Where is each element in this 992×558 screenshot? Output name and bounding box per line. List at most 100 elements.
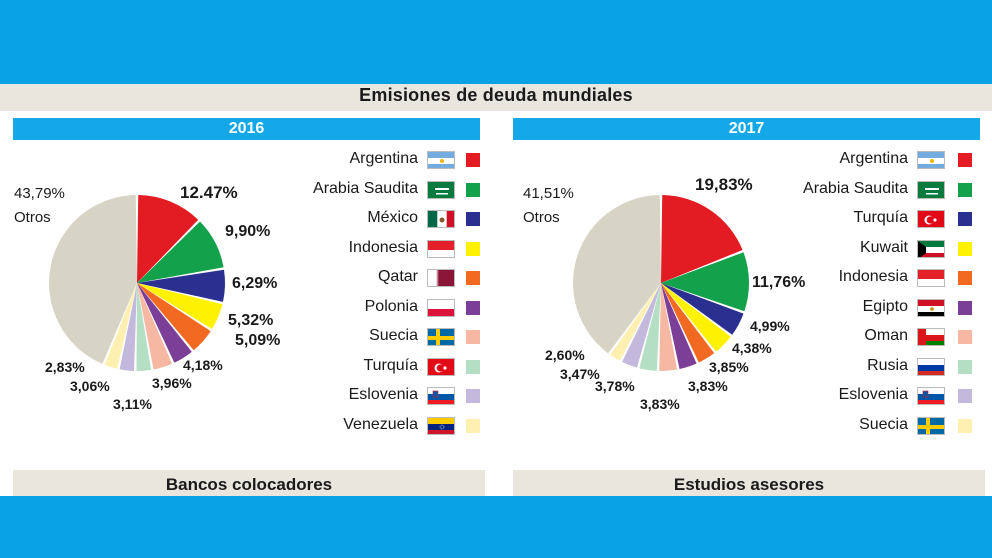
pie-slice-turquia	[661, 283, 744, 335]
pie-slice-argentina	[661, 195, 743, 283]
value-label-suecia: 3,96%	[152, 375, 192, 391]
slovenia-flag-icon	[427, 387, 455, 405]
pie-slice-arabia-saudita	[137, 221, 224, 283]
pie-slice-oman	[659, 283, 678, 371]
legend-item-qatar: Qatar	[0, 266, 992, 292]
pie-slice-argentina	[137, 195, 199, 283]
title-bar	[0, 84, 992, 111]
turkey-flag-icon	[427, 357, 455, 376]
value-label-eslovenia: 3,47%	[560, 366, 600, 382]
venezuela-flag-icon	[427, 416, 455, 435]
legend-swatch	[466, 389, 480, 403]
legend-swatch	[466, 330, 480, 344]
legend-item-suecia: Suecia	[0, 325, 992, 351]
main-title: Emisiones de deuda mundiales	[359, 85, 633, 105]
legend-label: Eslovenia	[348, 386, 418, 403]
value-label-turquia: 4,99%	[750, 318, 790, 334]
pie-slice-qatar	[137, 283, 211, 351]
bottom-section-left: Bancos colocadores	[13, 470, 485, 496]
legend-label: Arabia Saudita	[313, 179, 418, 197]
value-label-polonia: 4,18%	[183, 357, 223, 373]
oman-flag-icon	[917, 328, 945, 346]
legend-item-turquia: Turquía	[0, 207, 992, 233]
saudi-arabia-flag-icon	[917, 180, 945, 199]
saudi-arabia-flag-icon	[427, 180, 455, 199]
value-label-mexico: 6,29%	[232, 275, 277, 292]
legend-swatch	[466, 271, 480, 285]
kuwait-flag-icon	[917, 239, 945, 258]
legend-label: Rusia	[867, 356, 908, 374]
qatar-flag-icon	[427, 269, 455, 287]
pie-slice-suecia	[610, 283, 661, 361]
legend-item-turquia: Turquía	[0, 355, 992, 381]
legend-swatch	[466, 153, 480, 167]
mexico-flag-icon	[427, 210, 455, 228]
legend-item-arabia-saudita: Arabia Saudita	[0, 178, 992, 204]
value-label-indonesia: 3,85%	[709, 359, 749, 375]
legend-item-arabia-saudita: Arabia Saudita	[0, 178, 992, 204]
legend-item-argentina: Argentina	[0, 148, 992, 174]
value-label-qatar: 5,09%	[235, 332, 280, 349]
legend-label: Suecia	[859, 415, 908, 433]
legend-item-egipto: Egipto	[0, 296, 992, 322]
sweden-flag-icon	[917, 416, 945, 435]
year-header-2017: 2017	[513, 118, 980, 140]
argentina-flag-icon	[427, 151, 455, 169]
value-label-arabia-saudita: 11,76%	[752, 274, 805, 291]
legend-swatch	[466, 241, 480, 256]
legend-label: Indonesia	[348, 238, 418, 256]
legend-swatch	[958, 212, 972, 226]
pie-slice-venezuela	[104, 283, 137, 369]
legend-item-argentina: Argentina	[0, 148, 992, 174]
pie-slice-polonia	[137, 283, 192, 363]
bottom-section-right: Estudios asesores	[513, 470, 985, 496]
legend-label: México	[367, 209, 418, 226]
others-label: Otros	[14, 209, 51, 226]
value-label-turquia: 3,11%	[113, 396, 152, 412]
legend-swatch	[958, 182, 972, 197]
pie-slice-indonesia	[137, 283, 223, 330]
legend-swatch	[466, 212, 480, 226]
legend-swatch	[466, 359, 480, 374]
legend-label: Kuwait	[859, 238, 908, 256]
legend-item-eslovenia: Eslovenia	[0, 384, 992, 410]
legend-label: Arabia Saudita	[803, 179, 908, 197]
value-label-oman: 3,83%	[640, 396, 680, 412]
legend-swatch	[958, 389, 972, 403]
argentina-flag-icon	[917, 151, 945, 169]
value-label-rusia: 3,78%	[595, 378, 635, 394]
pie-slice-rusia	[639, 283, 661, 371]
pie-slice-egipto	[661, 283, 697, 370]
legend-item-mexico: México	[0, 207, 992, 233]
turkey-flag-icon	[917, 210, 945, 228]
slovenia-flag-icon	[917, 387, 945, 405]
others-label: Otros	[523, 209, 560, 226]
year-header-2016: 2016	[13, 118, 480, 140]
legend-item-kuwait: Kuwait	[0, 237, 992, 263]
legend-swatch	[958, 330, 972, 344]
legend-item-suecia: Suecia	[0, 414, 992, 440]
legend-label: Turquía	[853, 209, 908, 226]
legend-label: Indonesia	[838, 268, 908, 285]
pie-2016: 12.47% 9,90% 6,29% 5,32% 5,09% 4,18% 3,96%3,11…	[14, 183, 280, 412]
legend-label: Polonia	[364, 297, 418, 315]
indonesia-flag-icon	[427, 239, 455, 258]
legend-item-rusia: Rusia	[0, 355, 992, 381]
legend-item-indonesia: Indonesia	[0, 266, 992, 292]
legend-swatch	[958, 271, 972, 285]
value-label-indonesia: 5,32%	[228, 312, 273, 329]
infographic-panel	[0, 84, 992, 496]
legend-item-venezuela: Venezuela	[0, 414, 992, 440]
value-label-venezuela: 2,83%	[45, 359, 85, 375]
value-label-eslovenia: 3,06%	[70, 378, 110, 394]
pie-2017: 19,83% 11,76% 4,99% 4,38% 3,85% 3,83% 3,83% 3,7…	[523, 175, 805, 412]
others-value-label: 41,51%	[523, 185, 574, 202]
pie-slice-kuwait	[661, 283, 731, 352]
egypt-flag-icon	[917, 298, 945, 317]
legend-label: Argentina	[349, 150, 419, 167]
legend-label: Venezuela	[343, 415, 418, 433]
legend-item-oman: Oman	[0, 325, 992, 351]
legend-swatch	[466, 300, 480, 315]
legend-swatch	[466, 418, 480, 433]
